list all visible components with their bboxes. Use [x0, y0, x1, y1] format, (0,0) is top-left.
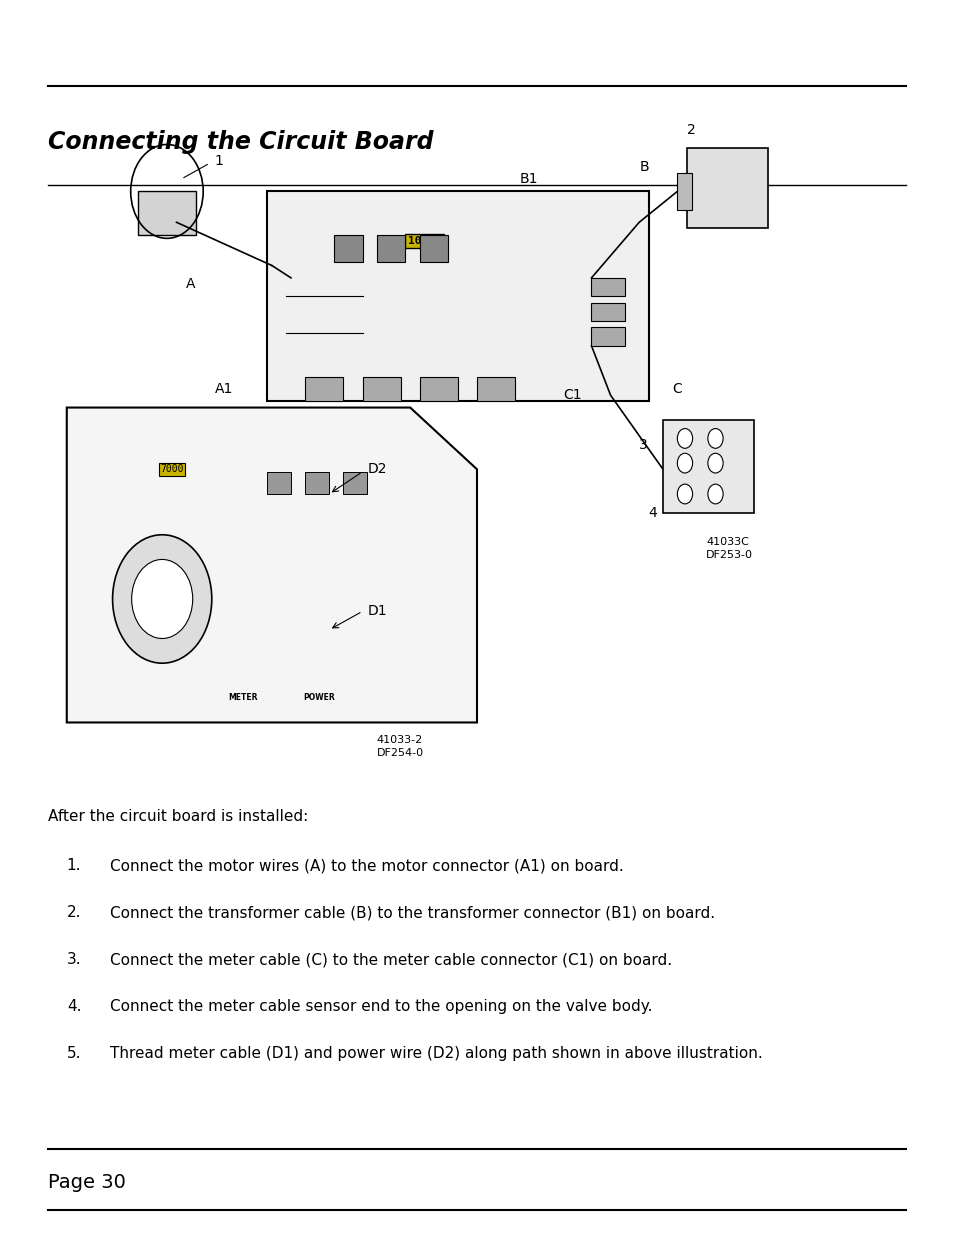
Bar: [476, 377, 515, 401]
Polygon shape: [67, 408, 476, 722]
Text: Page 30: Page 30: [48, 1173, 126, 1192]
Text: B: B: [639, 159, 648, 174]
Text: Connect the meter cable (C) to the meter cable connector (C1) on board.: Connect the meter cable (C) to the meter…: [110, 952, 671, 967]
Polygon shape: [267, 191, 648, 401]
Circle shape: [132, 559, 193, 638]
Circle shape: [707, 429, 722, 448]
Text: 2.: 2.: [67, 905, 81, 920]
Text: C1: C1: [562, 388, 581, 403]
Text: C: C: [672, 382, 681, 396]
Bar: [343, 472, 367, 494]
Text: Connect the transformer cable (B) to the transformer connector (B1) on board.: Connect the transformer cable (B) to the…: [110, 905, 714, 920]
Bar: [677, 173, 691, 210]
Bar: [591, 278, 624, 296]
Text: 4.: 4.: [67, 999, 81, 1014]
Text: 1: 1: [214, 153, 223, 168]
Text: A: A: [186, 277, 195, 291]
Text: METER: METER: [229, 693, 257, 703]
Text: Connect the motor wires (A) to the motor connector (A1) on board.: Connect the motor wires (A) to the motor…: [110, 858, 623, 873]
Circle shape: [707, 484, 722, 504]
Text: 3: 3: [639, 437, 647, 452]
Text: 41033-2
DF254-0: 41033-2 DF254-0: [376, 735, 423, 758]
Text: After the circuit board is installed:: After the circuit board is installed:: [48, 809, 308, 824]
Text: 10:32: 10:32: [407, 236, 441, 246]
Text: 1.: 1.: [67, 858, 81, 873]
Bar: [334, 235, 362, 262]
Bar: [686, 148, 767, 228]
Circle shape: [677, 453, 692, 473]
Bar: [305, 377, 343, 401]
Text: 7000: 7000: [160, 464, 183, 474]
Text: Thread meter cable (D1) and power wire (D2) along path shown in above illustrati: Thread meter cable (D1) and power wire (…: [110, 1046, 761, 1061]
Text: B1: B1: [519, 172, 537, 186]
Bar: [662, 420, 753, 513]
Bar: [419, 377, 457, 401]
Text: 2: 2: [686, 122, 695, 137]
Text: A1: A1: [214, 382, 233, 396]
Bar: [419, 235, 448, 262]
Circle shape: [707, 453, 722, 473]
Bar: [267, 472, 291, 494]
Text: D1: D1: [367, 604, 387, 619]
Text: POWER: POWER: [303, 693, 335, 703]
Bar: [376, 235, 405, 262]
Text: 41033C
DF253-0: 41033C DF253-0: [705, 537, 752, 561]
Circle shape: [112, 535, 212, 663]
Text: 3.: 3.: [67, 952, 81, 967]
Text: Connect the meter cable sensor end to the opening on the valve body.: Connect the meter cable sensor end to th…: [110, 999, 652, 1014]
Bar: [305, 472, 329, 494]
Bar: [138, 191, 195, 235]
Bar: [591, 327, 624, 346]
Text: Connecting the Circuit Board: Connecting the Circuit Board: [48, 130, 433, 153]
Bar: [591, 303, 624, 321]
Text: 5.: 5.: [67, 1046, 81, 1061]
Circle shape: [677, 484, 692, 504]
Text: D2: D2: [367, 462, 386, 477]
Bar: [362, 377, 400, 401]
Circle shape: [677, 429, 692, 448]
Text: 4: 4: [648, 505, 657, 520]
